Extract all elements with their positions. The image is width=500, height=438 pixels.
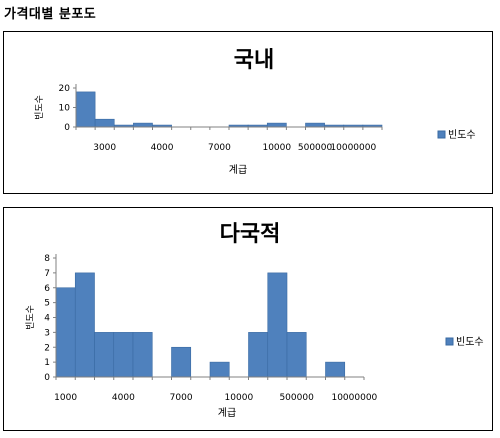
y-tick-label: 6	[44, 284, 50, 294]
y-tick-label: 1	[44, 358, 50, 368]
legend-label: 빈도수	[456, 336, 484, 348]
x-tick-label: 1000	[54, 393, 77, 403]
bar-4000	[133, 122, 153, 128]
y-tick-label: 7	[44, 269, 50, 279]
y-tick-label: 5	[44, 299, 50, 309]
x-tick-label: 7000	[208, 143, 231, 153]
x-tick-label: 10000000	[331, 393, 377, 403]
legend-label: 빈도수	[448, 129, 476, 141]
legend-swatch	[437, 130, 446, 139]
x-axis-label: 계급	[229, 164, 247, 176]
y-tick-label: 2	[44, 343, 50, 353]
x-tick-label: 10000000	[330, 143, 376, 153]
y-axis-label: 빈도수	[34, 95, 45, 120]
y-tick-label: 4	[44, 314, 50, 324]
y-tick-label: 8	[44, 254, 50, 264]
bar-1000	[55, 287, 76, 378]
x-tick-label: 3000	[93, 143, 116, 153]
chart-plot-area: 0 1 2 3 4 5 6 7 8 1000 4000 7000 10000 500000 10000000…	[25, 254, 378, 403]
chart-title: 다국적	[220, 222, 281, 247]
x-tick-label: 4000	[151, 143, 174, 153]
bar-3000	[94, 332, 115, 378]
chart-multinational: 다국적 0 1 2 3 4 5 6 7 8 1000 4000 7000 10000 500000 1000…	[3, 207, 493, 431]
chart-title: 국내	[234, 48, 274, 73]
x-tick-label: 500000	[279, 393, 314, 403]
y-tick-label: 20	[59, 84, 71, 94]
bar-5000000	[325, 361, 346, 378]
bar-9000	[209, 361, 230, 378]
bar-20000	[266, 122, 287, 128]
legend-swatch	[445, 337, 454, 346]
chart-multinational-svg: 다국적 0 1 2 3 4 5 6 7 8 1000 4000 7000 10000 500000 1000…	[25, 222, 484, 419]
bar-7000	[171, 346, 192, 378]
y-tick-label: 10	[59, 104, 71, 114]
bar-30000	[267, 272, 288, 378]
chart-domestic: 국내 0 10 20 3000 4000 7000 10000 500000 10000000 빈…	[3, 31, 493, 194]
bar-2000	[94, 118, 115, 128]
x-tick-label: 10000	[262, 143, 291, 153]
y-axis-label: 빈도수	[25, 305, 36, 330]
legend: 빈도수	[445, 336, 484, 348]
legend: 빈도수	[437, 129, 476, 141]
x-tick-label: 4000	[112, 393, 135, 403]
bar-500000	[286, 332, 307, 378]
x-axis-label: 계급	[218, 407, 236, 419]
y-tick-label: 3	[44, 328, 50, 338]
page-title: 가격대별 분포도	[4, 7, 97, 22]
bar-4000	[113, 332, 134, 378]
bar-2000	[74, 272, 95, 378]
bar-5000	[132, 332, 153, 378]
y-tick-label: 0	[64, 123, 70, 133]
x-tick-label: 10000	[225, 393, 254, 403]
bar-20000	[248, 332, 269, 378]
y-tick-label: 0	[44, 373, 50, 383]
x-tick-label: 7000	[170, 393, 193, 403]
x-tick-label: 500000	[298, 143, 333, 153]
bar-500000	[305, 122, 325, 128]
bar-1000	[75, 91, 96, 128]
